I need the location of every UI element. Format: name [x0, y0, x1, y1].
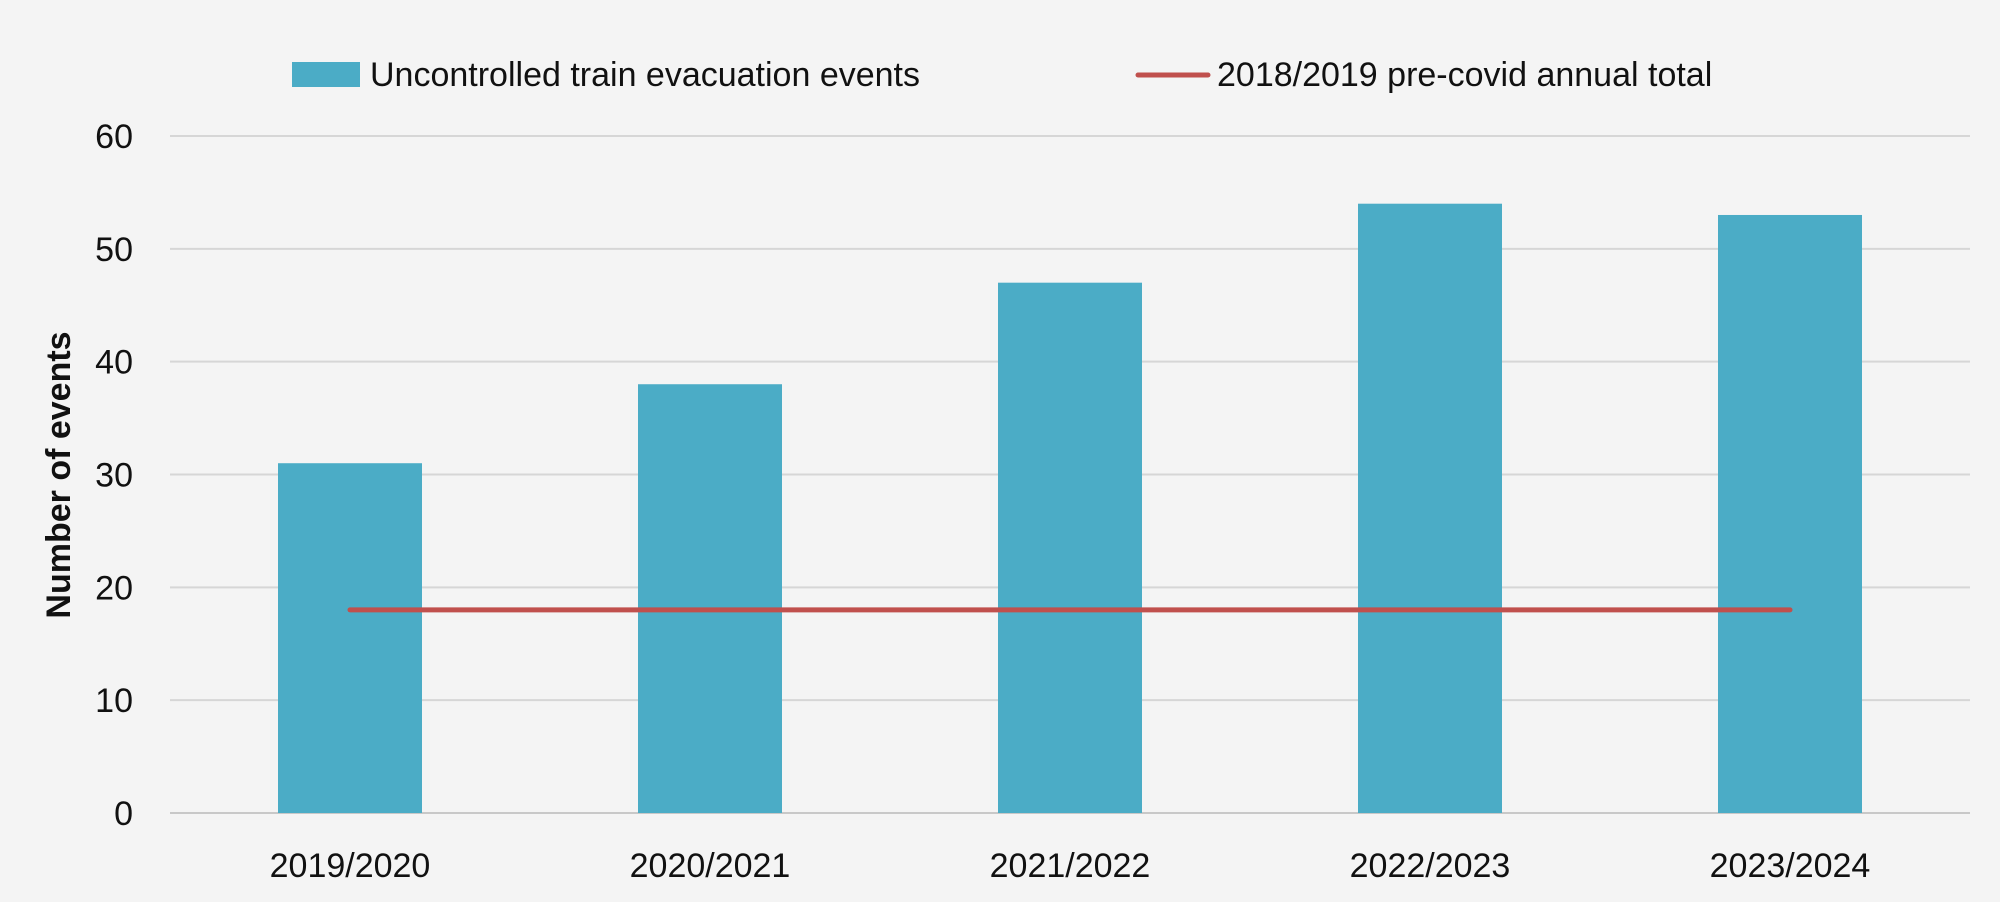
- legend-label-line: 2018/2019 pre-covid annual total: [1217, 56, 1712, 94]
- x-tick-label: 2021/2022: [990, 847, 1151, 885]
- bar: [278, 463, 422, 813]
- x-axis-ticks: 2019/2020 2020/2021 2021/2022 2022/2023 2023…: [270, 847, 1871, 885]
- x-tick-label: 2019/2020: [270, 847, 431, 885]
- bar: [1358, 203, 1502, 813]
- y-tick-label: 30: [95, 457, 133, 495]
- y-tick-label: 0: [114, 795, 133, 833]
- y-tick-label: 50: [95, 231, 133, 269]
- bar: [1718, 214, 1862, 813]
- y-axis-ticks: 0 10 20 30 40 50 60: [95, 118, 133, 833]
- x-tick-label: 2020/2021: [630, 847, 791, 885]
- bar: [998, 282, 1142, 813]
- y-tick-label: 40: [95, 344, 133, 382]
- y-tick-label: 60: [95, 118, 133, 156]
- x-tick-label: 2022/2023: [1350, 847, 1511, 885]
- legend: Uncontrolled train evacuation events 201…: [292, 56, 1712, 94]
- legend-swatch-bar: [292, 62, 360, 87]
- x-tick-label: 2023/2024: [1710, 847, 1871, 885]
- bar: [638, 384, 782, 813]
- y-axis-label: Number of events: [40, 331, 78, 618]
- bar-series: [278, 203, 1862, 813]
- legend-label-bar: Uncontrolled train evacuation events: [370, 56, 920, 94]
- y-tick-label: 10: [95, 682, 133, 720]
- y-tick-label: 20: [95, 569, 133, 607]
